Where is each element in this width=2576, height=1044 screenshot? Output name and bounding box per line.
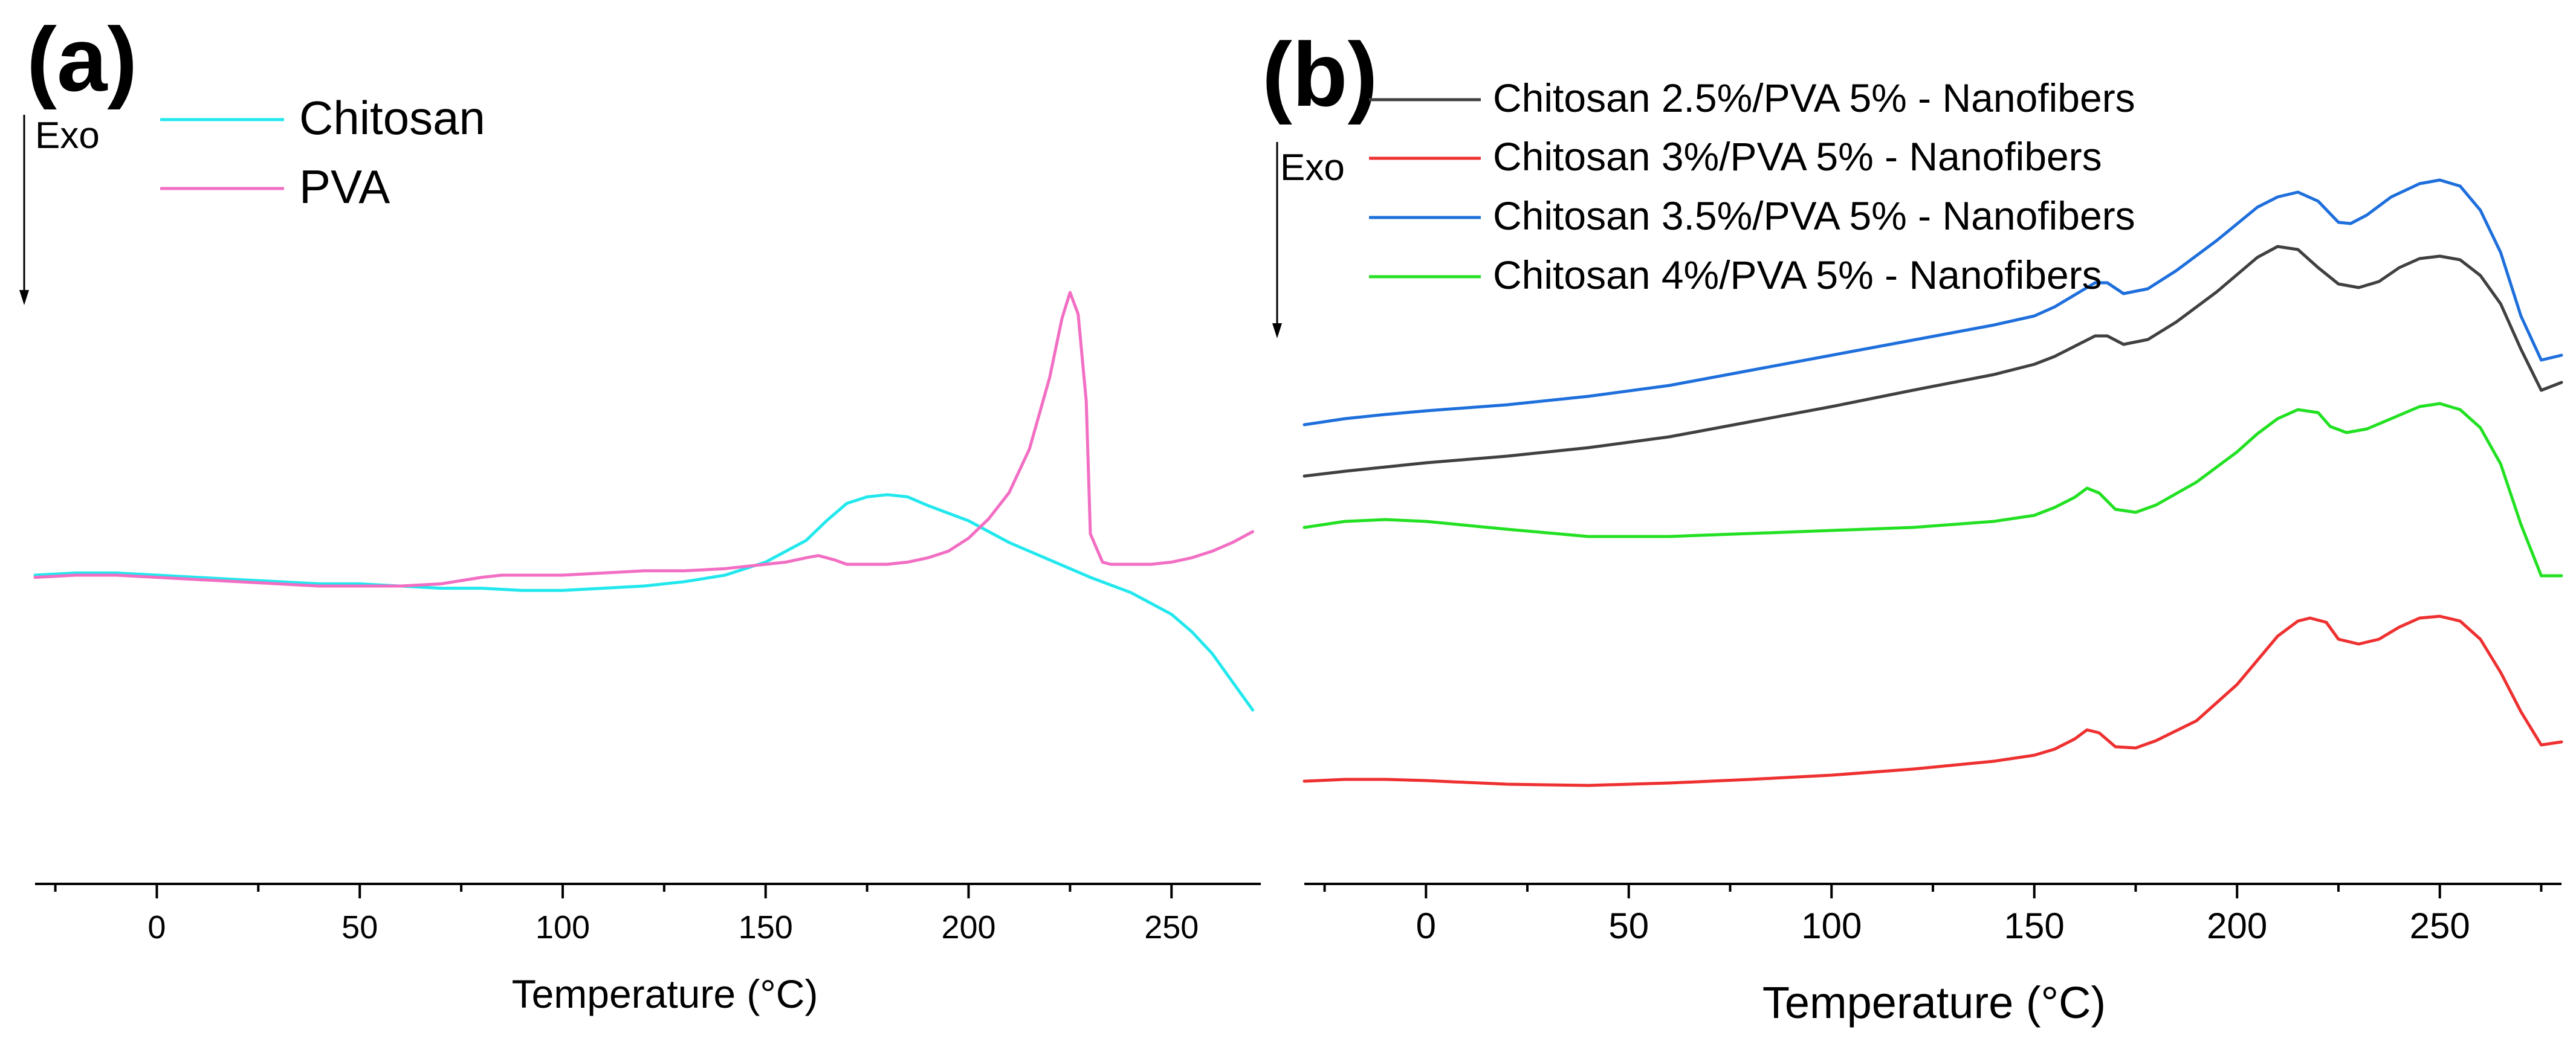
panel-b-series-line-chitosan-2-5-pva-5-nanofibers bbox=[1303, 245, 2563, 478]
panel-a-tick-label-150: 150 bbox=[739, 909, 793, 946]
panel-b-legend-label-3-5: Chitosan 3.5%/PVA 5% - Nanofibers bbox=[1493, 193, 2135, 238]
panel-a-legend: Chitosan PVA bbox=[160, 91, 485, 213]
panel-b-ticks: 0 50 100 150 200 250 bbox=[1323, 884, 2543, 946]
panel-a-exo-label: Exo bbox=[35, 115, 100, 156]
panel-b-tick-label-150: 150 bbox=[2004, 906, 2065, 946]
panel-a: (a) Exo 0 50 100 150 200 250 Temperature (°C)… bbox=[19, 8, 1261, 1016]
panel-b-exo-arrow-head bbox=[1272, 323, 1282, 338]
panel-b-tick-label-250: 250 bbox=[2410, 906, 2470, 946]
panel-b-tick-label-200: 200 bbox=[2207, 906, 2267, 946]
panel-a-tick-label-250: 250 bbox=[1144, 909, 1199, 946]
panel-a-exo-arrow-head bbox=[19, 290, 29, 305]
panel-a-series-line-chitosan bbox=[33, 493, 1255, 712]
panel-a-tick-label-200: 200 bbox=[941, 909, 995, 946]
panel-b-tick-label-100: 100 bbox=[1801, 906, 1862, 946]
panel-b-series-line-chitosan-3-pva-5-nanofibers bbox=[1303, 614, 2563, 787]
panel-a-tick-label-0: 0 bbox=[147, 909, 166, 946]
panel-a-series-line-pva bbox=[33, 291, 1255, 588]
panel-b-tick-label-0: 0 bbox=[1416, 906, 1436, 946]
panel-b-tick-label-50: 50 bbox=[1608, 906, 1649, 946]
panel-b-series-line-chitosan-4-pva-5-nanofibers bbox=[1303, 402, 2563, 578]
panel-a-ticks: 0 50 100 150 200 250 bbox=[54, 884, 1199, 946]
panel-b-series bbox=[1303, 178, 2563, 787]
panel-b-series-line-chitosan-3-5-pva-5-nanofibers bbox=[1303, 178, 2563, 427]
panel-a-tick-label-50: 50 bbox=[341, 909, 378, 946]
panel-b-legend-label-2-5: Chitosan 2.5%/PVA 5% - Nanofibers bbox=[1493, 76, 2135, 120]
panel-b-x-axis-title: Temperature (°C) bbox=[1762, 978, 2106, 1028]
panel-b-legend: Chitosan 2.5%/PVA 5% - Nanofibers Chitos… bbox=[1369, 76, 2135, 297]
panel-b: (b) Exo 0 50 100 150 200 250 Temperature (°C)… bbox=[1262, 24, 2563, 1028]
panel-a-label: (a) bbox=[27, 8, 137, 110]
panel-a-series bbox=[33, 291, 1255, 712]
panel-b-legend-label-3: Chitosan 3%/PVA 5% - Nanofibers bbox=[1493, 134, 2102, 179]
panel-b-label: (b) bbox=[1262, 24, 1378, 125]
panel-a-legend-label-pva: PVA bbox=[299, 160, 390, 213]
panel-a-legend-label-chitosan: Chitosan bbox=[299, 91, 485, 144]
panel-b-exo-label: Exo bbox=[1280, 147, 1345, 188]
panel-a-x-axis-title: Temperature (°C) bbox=[512, 971, 818, 1016]
panel-b-legend-label-4: Chitosan 4%/PVA 5% - Nanofibers bbox=[1493, 253, 2102, 297]
panel-a-tick-label-100: 100 bbox=[536, 909, 590, 946]
